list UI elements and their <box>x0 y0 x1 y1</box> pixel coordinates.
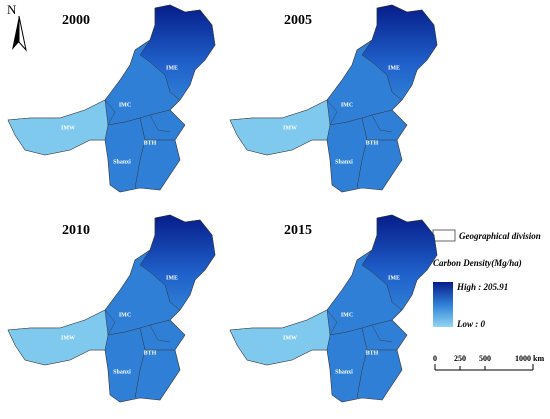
region-label: IMW <box>283 335 297 341</box>
scale-label: 1000 km <box>515 354 544 363</box>
region-label: IME <box>388 65 400 71</box>
region-label: Shanxi <box>113 369 131 375</box>
region-label: BTH <box>366 140 379 146</box>
region-label: IMC <box>341 102 353 108</box>
scale-label: 250 <box>454 354 466 363</box>
map-shape <box>7 214 216 403</box>
scale-label: 0 <box>433 354 437 363</box>
map-panel: 2005 IME IMC IMW BTH Shanxi <box>229 4 438 193</box>
division-swatch <box>432 229 456 242</box>
map-shape <box>7 4 216 193</box>
region-label: IMW <box>283 125 297 131</box>
year-label: 2005 <box>284 13 312 28</box>
density-ramp <box>433 282 453 327</box>
region-label: IME <box>166 65 178 71</box>
region-label: BTH <box>144 140 157 146</box>
north-arrow: N <box>7 2 27 52</box>
high-label: High : 205.91 <box>456 282 508 292</box>
north-label: N <box>7 2 17 17</box>
year-label: 2000 <box>62 13 90 28</box>
region-label: Shanxi <box>335 369 353 375</box>
map-panel: 2015 IME IMC IMW BTH Shanxi <box>229 214 438 403</box>
region-label: Shanxi <box>113 159 131 165</box>
low-label: Low : 0 <box>456 319 485 329</box>
region-label: IMC <box>119 102 131 108</box>
map-panel: 2010 IME IMC IMW BTH Shanxi <box>7 214 216 403</box>
year-label: 2015 <box>284 223 312 238</box>
region-label: BTH <box>144 350 157 356</box>
region-label: IME <box>166 275 178 281</box>
density-title: Carbon Density(Mg/ha) <box>433 258 522 268</box>
scale-bar: 0 250 500 1000 km <box>433 354 544 371</box>
region-label: Shanxi <box>335 159 353 165</box>
division-label: Geographical division <box>459 231 541 241</box>
region-label: BTH <box>366 350 379 356</box>
region-label: IMW <box>61 335 75 341</box>
map-panel: 2000 IME IMC IMW BTH Shanxi <box>7 4 216 193</box>
region-label: IMC <box>119 312 131 318</box>
scale-label: 500 <box>479 354 491 363</box>
map-shape <box>229 214 438 403</box>
map-shape <box>229 4 438 193</box>
region-label: IMW <box>61 125 75 131</box>
region-label: IME <box>388 275 400 281</box>
year-label: 2010 <box>62 223 90 238</box>
region-label: IMC <box>341 312 353 318</box>
